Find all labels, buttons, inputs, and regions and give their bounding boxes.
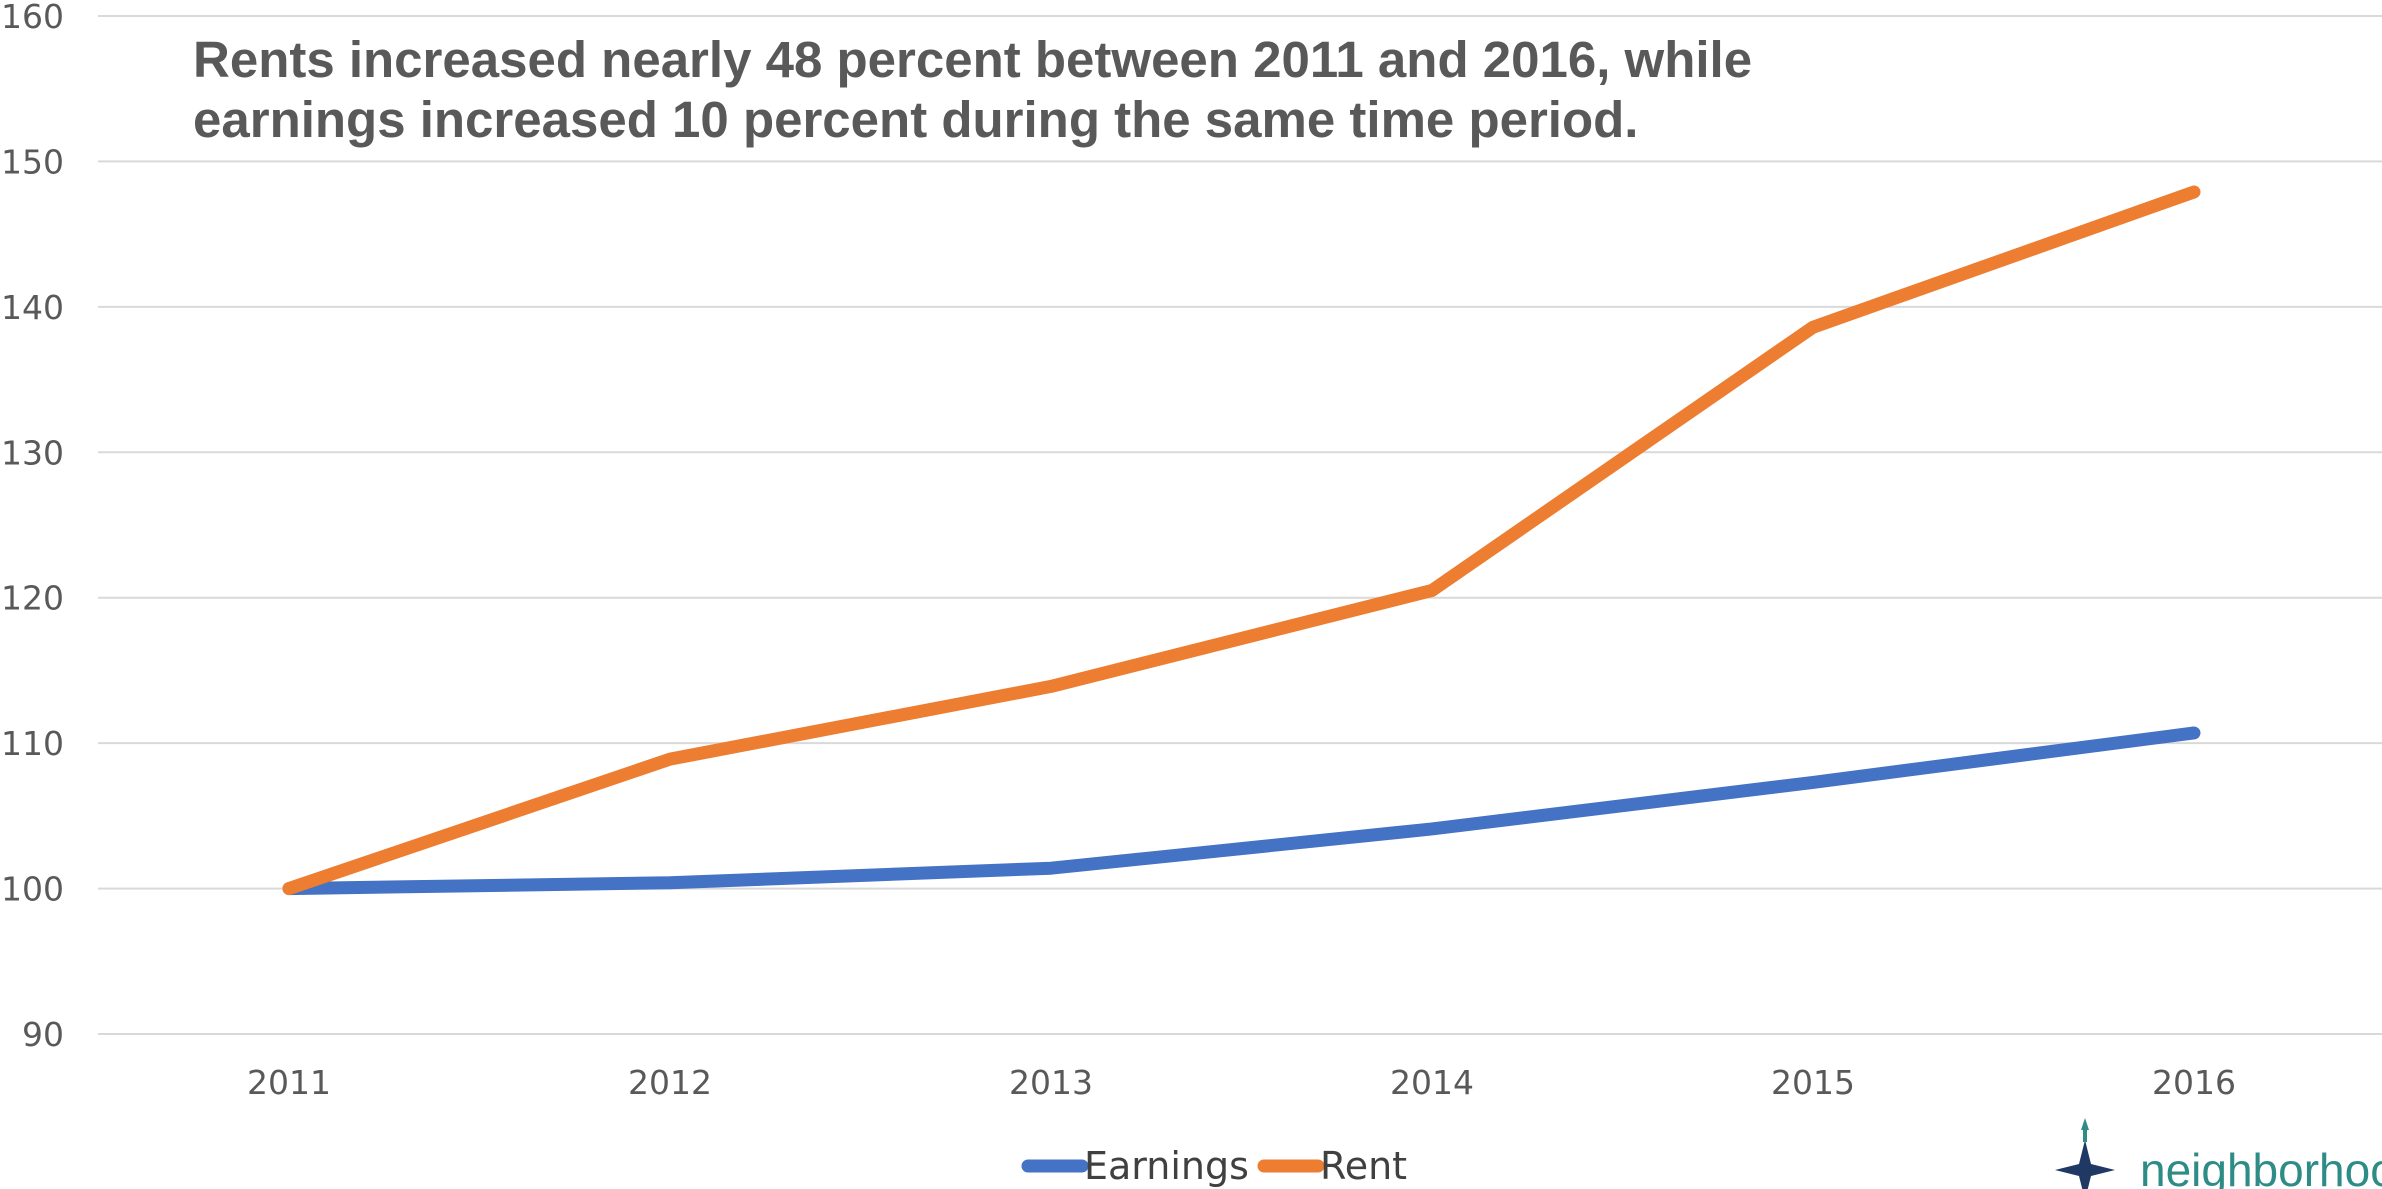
- logo-text: neighborhoo: [2140, 1144, 2382, 1189]
- series-line-earnings: [282, 726, 2201, 896]
- series-lines: [282, 185, 2201, 896]
- y-axis-ticks: 90 100 110 120 130 140 150 160: [1, 0, 64, 1054]
- legend-label: Earnings: [1084, 1144, 1249, 1188]
- y-tick-label: 140: [1, 288, 64, 327]
- legend: Earnings Rent: [1021, 1144, 1407, 1188]
- x-tick-label: 2016: [2152, 1063, 2236, 1102]
- x-axis-ticks: 2011 2012 2013 2014 2015 2016: [247, 1063, 2236, 1102]
- x-tick-label: 2014: [1390, 1063, 1474, 1102]
- y-tick-label: 110: [1, 724, 64, 763]
- chart-title: Rents increased nearly 48 percent betwee…: [193, 31, 1753, 149]
- y-tick-label: 130: [1, 433, 64, 472]
- y-tick-label: 90: [22, 1015, 64, 1054]
- y-tick-label: 120: [1, 579, 64, 618]
- y-tick-label: 100: [1, 870, 64, 909]
- y-tick-label: 160: [1, 0, 64, 36]
- x-tick-label: 2011: [247, 1063, 331, 1102]
- compass-star-icon: [2055, 1118, 2115, 1189]
- x-tick-label: 2015: [1771, 1063, 1855, 1102]
- x-tick-label: 2013: [1009, 1063, 1093, 1102]
- x-tick-label: 2012: [628, 1063, 712, 1102]
- y-tick-label: 150: [1, 142, 64, 181]
- logo: neighborhoo: [2055, 1118, 2382, 1189]
- series-line-rent: [282, 185, 2201, 896]
- legend-label: Rent: [1320, 1144, 1407, 1188]
